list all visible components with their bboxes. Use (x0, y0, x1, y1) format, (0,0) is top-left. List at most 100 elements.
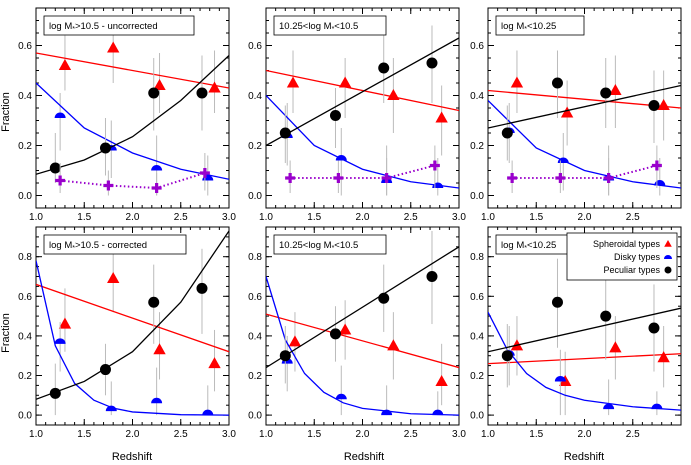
data-point-spheroidal (387, 89, 400, 101)
x-tick-label: 2.5 (174, 429, 188, 440)
data-point-peculiar (196, 87, 208, 99)
plot-area (36, 18, 229, 196)
data-point-disky (54, 338, 66, 344)
data-point-peculiar (501, 350, 513, 362)
plot-area (488, 258, 681, 416)
panel-1: 0.0 0.2 0.4 0.6 1.0 1.5 2.0 2.5 3.0 log M*>10.5 -… (18, 7, 236, 223)
y-tick-label: 0.8 (248, 252, 262, 263)
x-tick-label: 2.5 (626, 429, 640, 440)
title-text: log M*<10.25 (501, 21, 556, 33)
y-tick-label: 0.2 (470, 141, 484, 152)
data-point-disky (335, 393, 347, 400)
legend-label: Spheroidal types (593, 239, 661, 249)
x-axis-label-3: Redshift (564, 451, 604, 463)
fit-line (36, 230, 229, 400)
data-point-spheroidal (153, 343, 166, 355)
data-point-spheroidal (107, 41, 120, 53)
y-tick-label: 0.6 (18, 41, 32, 52)
data-point-peculiar (196, 282, 208, 294)
y-tick-label: 0.2 (18, 371, 32, 382)
data-point-spheroidal (387, 339, 400, 351)
title-text: 10.25<log M*<10.5 (279, 21, 358, 33)
x-tick-label: 2.0 (356, 212, 370, 223)
fit-line (36, 283, 229, 353)
data-point-disky (432, 182, 444, 188)
data-point-peculiar (600, 87, 612, 99)
y-tick-label: 0.4 (18, 91, 32, 102)
data-point-disky (335, 155, 347, 161)
data-point-spheroidal (657, 99, 670, 111)
data-point-peculiar (378, 62, 390, 74)
x-tick-label: 1.0 (29, 212, 43, 223)
data-point-peculiar (501, 127, 513, 139)
x-tick-label: 3.0 (222, 212, 236, 223)
y-axis-label-top: Fraction (0, 92, 12, 132)
fit-line (36, 52, 229, 89)
y-tick-label: 0.0 (470, 411, 484, 422)
data-point-peculiar (329, 110, 341, 121)
data-point-spheroidal (338, 76, 352, 88)
panel-5: 0.0 0.2 0.4 0.6 0.8 1.0 1.5 2.0 2.5 3.0 10.25<log … (248, 226, 466, 440)
data-point-extra (285, 173, 296, 183)
data-point-disky (603, 403, 615, 410)
fit-line (266, 69, 459, 112)
y-tick-label: 0.0 (248, 191, 262, 202)
x-tick-label: 1.0 (259, 429, 273, 440)
y-axis-label-bottom: Fraction (0, 313, 12, 353)
data-point-peculiar (329, 328, 341, 340)
x-tick-label: 1.0 (481, 212, 495, 223)
data-point-spheroidal (288, 335, 302, 347)
data-point-disky (54, 112, 66, 118)
fit-line (488, 307, 681, 353)
data-point-disky (151, 397, 163, 404)
fit-line (266, 246, 459, 369)
data-point-peculiar (551, 296, 563, 308)
fit-line (488, 353, 681, 365)
panels: 0.0 0.2 0.4 0.6 1.0 1.5 2.0 2.5 3.0 log M*>10.5 -… (18, 7, 682, 440)
x-tick-label: 1.5 (529, 429, 543, 440)
x-tick-label: 3.0 (452, 212, 466, 223)
fit-line (60, 172, 206, 190)
title-text: 10.25<log M*<10.5 (279, 240, 358, 252)
data-point-extra (381, 173, 392, 183)
x-tick-label: 2.0 (126, 429, 140, 440)
data-point-spheroidal (208, 81, 221, 93)
y-tick-label: 0.0 (18, 191, 32, 202)
y-tick-label: 0.4 (18, 331, 32, 342)
panel-3: 0.0 0.2 0.4 0.6 1.0 1.5 2.0 2.5 log M*<10.25 (470, 7, 682, 223)
fit-line (36, 260, 229, 416)
panel-title: log M*>10.5 - uncorrected (43, 15, 195, 36)
y-tick-label: 0.2 (470, 371, 484, 382)
legend-marker-peculiar (664, 266, 672, 274)
data-point-peculiar (49, 387, 61, 399)
data-point-peculiar (99, 364, 111, 376)
x-tick-label: 2.0 (578, 212, 592, 223)
data-point-spheroidal (609, 341, 622, 353)
y-tick-label: 0.0 (248, 411, 262, 422)
legend-marker-disky (664, 255, 672, 259)
data-point-peculiar (426, 57, 438, 69)
plot-area (266, 25, 459, 196)
panel-title: log M*<10.25 (495, 15, 585, 36)
y-tick-label: 0.2 (18, 141, 32, 152)
panel-title: 10.25<log M*<10.5 (273, 234, 387, 255)
legend: Spheroidal types Disky types Peculiar type… (566, 232, 678, 281)
title-text: log M*>10.5 - corrected (49, 240, 147, 252)
fit-line (488, 100, 681, 189)
data-point-spheroidal (58, 317, 72, 329)
data-point-spheroidal (435, 111, 448, 123)
y-tick-label: 0.4 (470, 331, 484, 342)
data-point-spheroidal (657, 351, 670, 363)
x-tick-label: 2.5 (404, 429, 418, 440)
y-tick-label: 0.2 (248, 371, 262, 382)
x-tick-label: 2.5 (174, 212, 188, 223)
data-point-peculiar (279, 350, 291, 362)
data-point-extra (333, 173, 344, 183)
fit-line (266, 313, 459, 369)
panel-2: 0.0 0.2 0.4 0.6 1.0 1.5 2.0 2.5 3.0 10.25<log M*<… (248, 7, 466, 223)
data-point-peculiar (648, 100, 660, 111)
title-box (273, 234, 387, 255)
data-point-extra (507, 173, 518, 183)
data-point-spheroidal (286, 76, 300, 88)
